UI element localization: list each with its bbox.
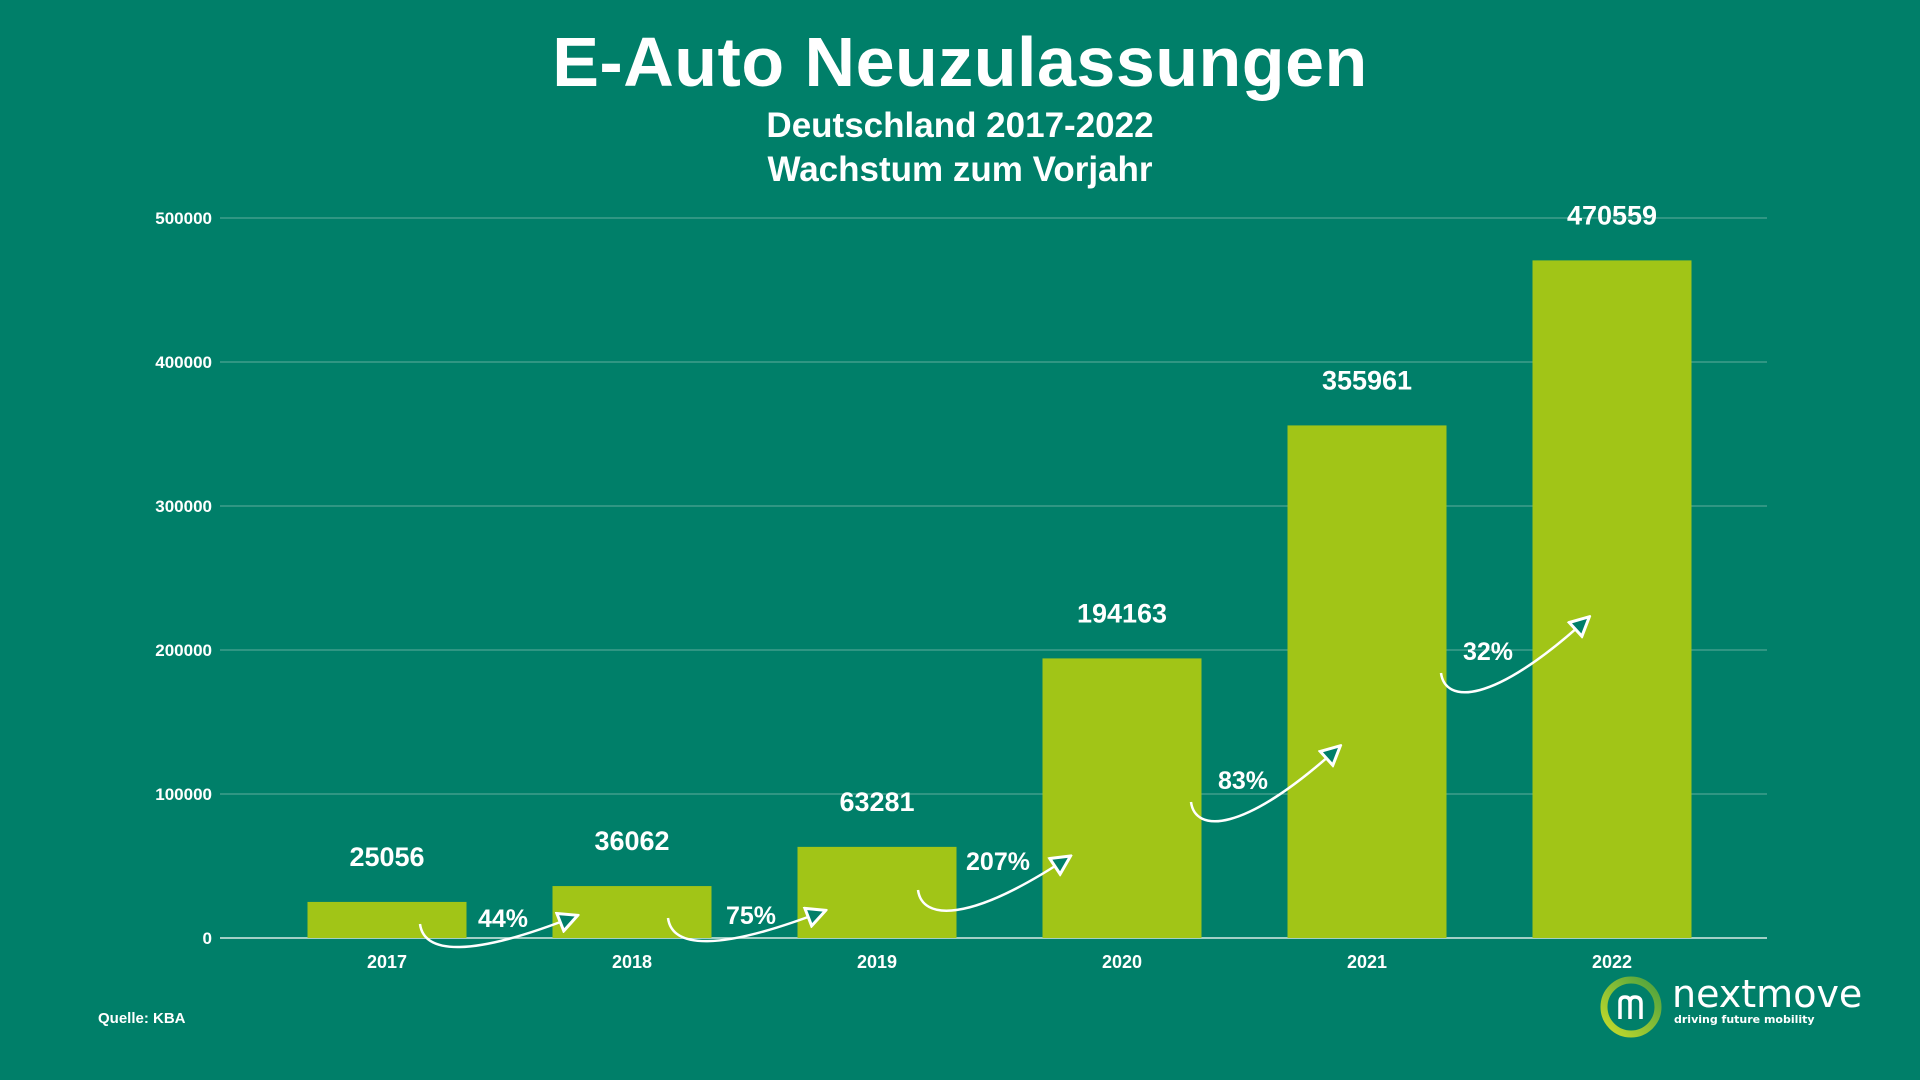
x-tick-label: 2021: [1347, 952, 1387, 972]
logo-tagline: driving future mobility: [1674, 1013, 1815, 1026]
growth-arrow: [418, 916, 576, 949]
x-tick-label: 2017: [367, 952, 407, 972]
y-tick-label: 200000: [155, 641, 212, 660]
y-tick-label: 500000: [155, 209, 212, 228]
y-tick-label: 0: [203, 929, 212, 948]
growth-arrow: [1189, 747, 1339, 823]
x-tick-label: 2020: [1102, 952, 1142, 972]
growth-arrow: [666, 911, 824, 943]
growth-arrow: [916, 857, 1069, 912]
value-label: 36062: [594, 826, 669, 856]
x-tick-label: 2019: [857, 952, 897, 972]
chart-subtitle-2: Wachstum zum Vorjahr: [767, 150, 1153, 189]
bar-2019: [797, 846, 957, 938]
value-label: 470559: [1567, 200, 1657, 230]
value-label: 194163: [1077, 598, 1167, 628]
value-label: 25056: [349, 842, 424, 872]
value-label: 355961: [1322, 365, 1412, 395]
growth-label: 83%: [1218, 767, 1268, 795]
growth-label: 207%: [966, 848, 1030, 876]
nextmove-logo: nextmove driving future mobility: [1600, 972, 1862, 1038]
chart-title: E-Auto Neuzulassungen: [552, 23, 1368, 101]
chart-subtitle: Deutschland 2017-2022: [766, 106, 1154, 145]
growth-arrow: [1439, 618, 1588, 694]
bar-2018: [552, 886, 712, 938]
x-tick-label: 2018: [612, 952, 652, 972]
source-note: Quelle: KBA: [98, 1010, 186, 1027]
growth-label: 32%: [1463, 638, 1513, 666]
y-tick-label: 400000: [155, 353, 212, 372]
bar-2020: [1042, 658, 1202, 938]
value-label: 63281: [839, 787, 914, 817]
logo-m-icon: [1600, 976, 1662, 1038]
bar-2022: [1532, 260, 1692, 939]
growth-label: 75%: [726, 902, 776, 930]
bar-2017: [307, 901, 467, 938]
bar-2021: [1287, 425, 1447, 939]
y-tick-label: 300000: [155, 497, 212, 516]
y-tick-label: 100000: [155, 785, 212, 804]
x-tick-label: 2022: [1592, 952, 1632, 972]
growth-label: 44%: [478, 905, 528, 933]
logo-name: nextmove: [1672, 972, 1863, 1016]
